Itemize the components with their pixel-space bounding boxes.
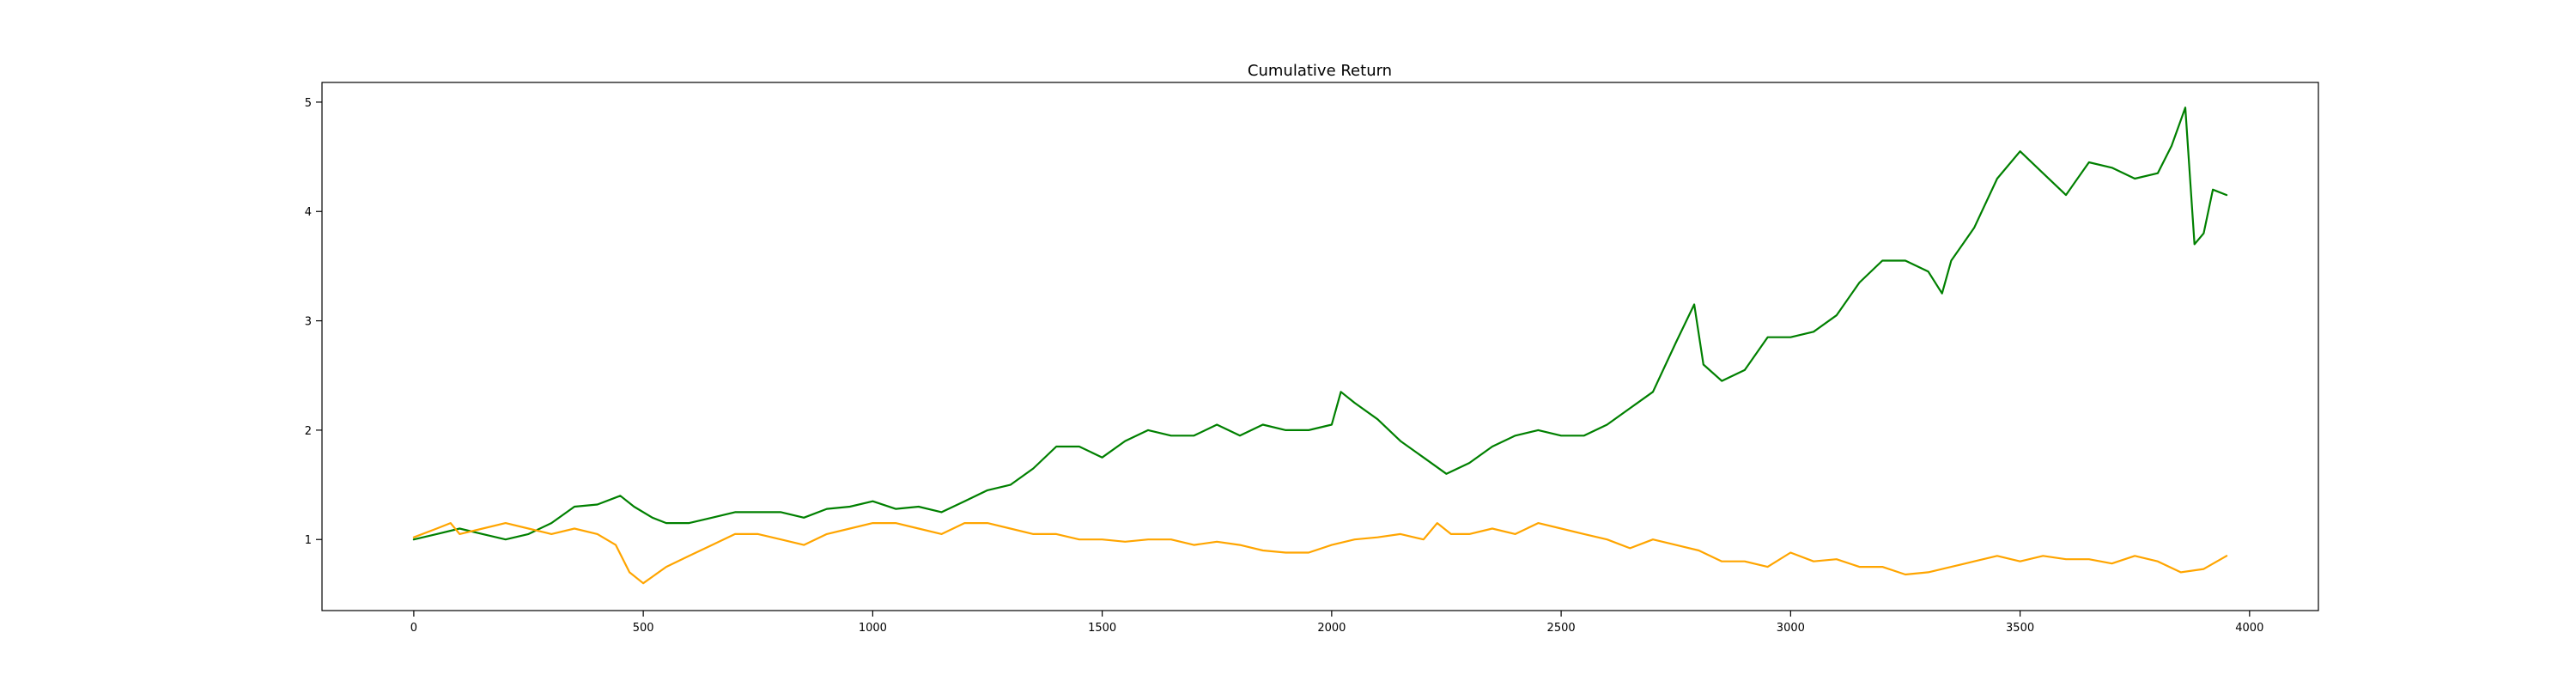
y-tick-label: 1 <box>305 534 312 547</box>
y-tick-label: 4 <box>305 206 312 219</box>
series-line-2 <box>412 521 2228 585</box>
y-tick-label: 2 <box>305 425 312 438</box>
x-tick-label: 3000 <box>1777 622 1805 635</box>
axes-frame <box>321 82 2319 611</box>
y-tick-label: 3 <box>305 316 312 329</box>
x-tick-label: 0 <box>410 622 417 635</box>
y-tick-label: 5 <box>305 97 312 110</box>
x-tick-label: 3500 <box>2006 622 2034 635</box>
series-layer <box>412 106 2228 585</box>
x-tick-label: 4000 <box>2235 622 2263 635</box>
x-tick-label: 1000 <box>859 622 887 635</box>
x-tick-label: 2000 <box>1317 622 1346 635</box>
x-tick-label: 1500 <box>1088 622 1116 635</box>
x-tick-label: 2500 <box>1547 622 1576 635</box>
ticks-layer: 0 500 1000 1500 2000 2500 3000 3500 4000 1 2 3 4 5 <box>305 97 2264 635</box>
x-tick-label: 500 <box>633 622 654 635</box>
chart-title: Cumulative Return <box>1248 62 1392 80</box>
series-line-1 <box>412 106 2228 541</box>
